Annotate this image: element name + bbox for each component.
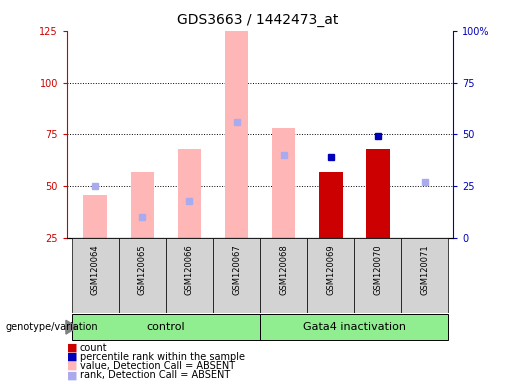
Text: control: control xyxy=(147,322,185,333)
Text: ■: ■ xyxy=(67,352,77,362)
Bar xyxy=(260,238,307,313)
Text: genotype/variation: genotype/variation xyxy=(5,322,98,332)
Text: GSM120064: GSM120064 xyxy=(91,244,100,295)
Bar xyxy=(72,314,260,340)
Text: GSM120066: GSM120066 xyxy=(185,244,194,295)
Bar xyxy=(401,238,449,313)
Bar xyxy=(366,149,390,238)
Bar xyxy=(72,238,119,313)
Text: count: count xyxy=(80,343,108,353)
Bar xyxy=(119,238,166,313)
Text: GDS3663 / 1442473_at: GDS3663 / 1442473_at xyxy=(177,13,338,27)
Text: percentile rank within the sample: percentile rank within the sample xyxy=(80,352,245,362)
Text: GSM120065: GSM120065 xyxy=(138,244,147,295)
Text: GSM120069: GSM120069 xyxy=(326,244,335,295)
Text: value, Detection Call = ABSENT: value, Detection Call = ABSENT xyxy=(80,361,235,371)
Text: GSM120071: GSM120071 xyxy=(420,244,430,295)
Text: GSM120070: GSM120070 xyxy=(373,244,382,295)
Bar xyxy=(213,238,260,313)
Bar xyxy=(178,149,201,238)
Bar xyxy=(260,314,449,340)
Bar xyxy=(130,172,154,238)
Text: rank, Detection Call = ABSENT: rank, Detection Call = ABSENT xyxy=(80,370,230,380)
Text: GSM120067: GSM120067 xyxy=(232,244,241,295)
Bar xyxy=(272,128,296,238)
Text: ■: ■ xyxy=(67,343,77,353)
Text: Gata4 inactivation: Gata4 inactivation xyxy=(303,322,406,333)
Bar xyxy=(225,31,248,238)
Bar xyxy=(319,172,342,238)
Text: ■: ■ xyxy=(67,361,77,371)
Bar xyxy=(307,238,354,313)
Bar xyxy=(166,238,213,313)
Bar xyxy=(83,195,107,238)
Text: GSM120068: GSM120068 xyxy=(279,244,288,295)
Bar xyxy=(354,238,401,313)
Text: ■: ■ xyxy=(67,370,77,380)
